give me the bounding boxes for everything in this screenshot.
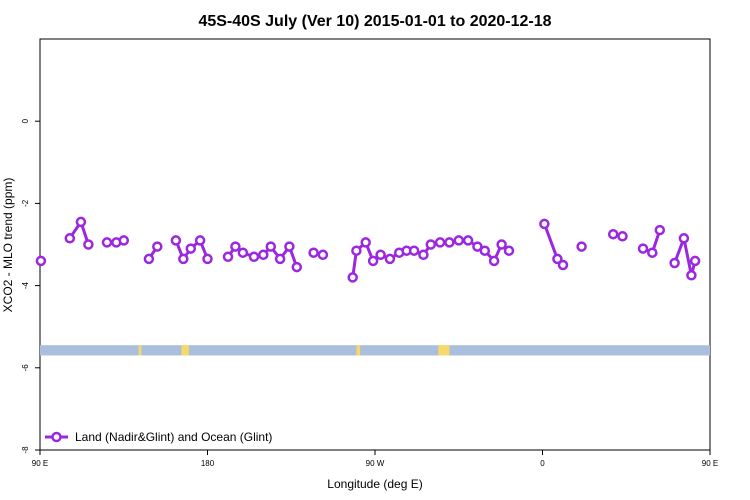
- ocean-band: [40, 345, 710, 356]
- data-point: [308, 247, 319, 258]
- y-tick-label: -8: [21, 446, 30, 454]
- land-segment: [181, 345, 189, 356]
- data-point: [274, 253, 286, 265]
- series-layer: [35, 216, 701, 283]
- data-point: [202, 253, 213, 265]
- data-point: [75, 216, 87, 228]
- landmask-strip: [40, 345, 710, 356]
- y-axis: 0 -2 -4 -6 -8: [21, 118, 40, 454]
- data-point: [488, 255, 500, 267]
- data-point: [284, 241, 295, 252]
- data-point: [185, 243, 197, 254]
- data-point: [291, 261, 303, 273]
- data-point: [351, 245, 362, 256]
- data-point: [418, 249, 429, 261]
- legend: Land (Nadir&Glint) and Ocean (Glint): [45, 430, 272, 444]
- y-tick-label: -2: [21, 199, 30, 207]
- data-point: [472, 241, 483, 252]
- data-point: [462, 235, 474, 246]
- land-segment: [138, 345, 142, 356]
- data-point: [152, 241, 163, 252]
- data-point: [539, 218, 550, 230]
- data-point: [360, 237, 371, 248]
- x-axis-label: Longitude (deg E): [327, 477, 422, 491]
- data-point: [654, 224, 666, 236]
- data-point: [384, 253, 396, 265]
- data-point: [434, 237, 446, 248]
- plot-frame: [39, 38, 711, 451]
- data-point: [408, 245, 420, 256]
- data-point: [367, 255, 379, 267]
- land-segment: [438, 345, 450, 356]
- data-point: [669, 257, 680, 269]
- data-point: [479, 245, 491, 256]
- data-point: [496, 239, 507, 250]
- data-point: [222, 251, 234, 263]
- series-line: [673, 236, 697, 277]
- data-point: [617, 231, 628, 242]
- land-segment: [356, 345, 361, 356]
- data-point: [64, 233, 76, 244]
- data-point: [689, 255, 701, 267]
- data-point: [178, 253, 189, 265]
- data-point: [503, 245, 515, 256]
- x-tick-label: 0: [540, 459, 545, 468]
- data-point: [265, 241, 277, 252]
- data-point: [678, 233, 690, 244]
- data-point: [230, 241, 241, 252]
- data-point: [118, 235, 130, 246]
- data-point: [35, 255, 47, 267]
- y-tick-label: -4: [21, 281, 30, 289]
- data-point: [425, 239, 437, 250]
- data-point: [607, 228, 619, 240]
- data-point: [347, 272, 358, 283]
- data-point: [248, 251, 260, 263]
- x-tick-label: 90 E: [32, 459, 48, 468]
- x-tick-label: 90 W: [366, 459, 385, 468]
- data-point: [552, 253, 563, 265]
- data-point: [453, 235, 465, 246]
- x-tick-label: 180: [201, 459, 215, 468]
- data-point: [258, 249, 269, 261]
- y-axis-label: XCO2 - MLO trend (ppm): [1, 178, 15, 313]
- data-point: [143, 253, 155, 265]
- data-point: [317, 249, 329, 261]
- data-point: [444, 237, 455, 248]
- legend-marker: [51, 431, 62, 443]
- data-point: [170, 235, 182, 246]
- data-point: [686, 270, 697, 281]
- data-point: [647, 247, 658, 258]
- data-point: [101, 237, 113, 248]
- y-tick-label: 0: [21, 118, 30, 123]
- chart-title: 45S-40S July (Ver 10) 2015-01-01 to 2020…: [198, 13, 551, 30]
- data-point: [637, 243, 649, 254]
- data-point: [375, 249, 386, 261]
- x-axis: 90 E 180 90 W 0 90 E: [32, 450, 718, 468]
- data-point: [194, 235, 206, 246]
- y-tick-label: -6: [21, 364, 30, 372]
- data-point: [576, 241, 587, 252]
- data-point: [237, 247, 249, 258]
- x-tick-label: 90 E: [702, 459, 718, 468]
- data-point: [83, 239, 94, 250]
- data-point: [557, 259, 569, 271]
- legend-label: Land (Nadir&Glint) and Ocean (Glint): [75, 430, 272, 444]
